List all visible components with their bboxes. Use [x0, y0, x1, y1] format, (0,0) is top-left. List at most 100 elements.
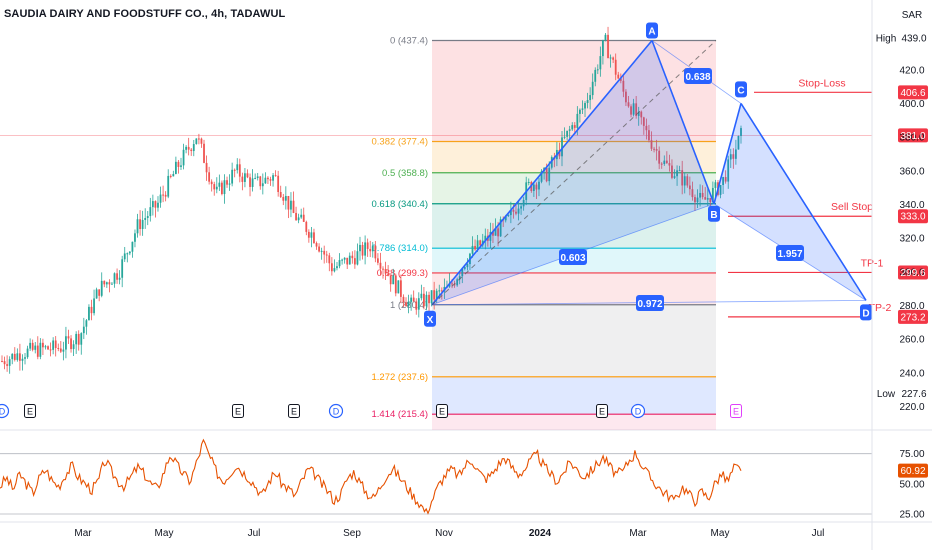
- candle-body: [691, 189, 694, 198]
- candle-body: [448, 283, 451, 287]
- candle-body: [706, 198, 709, 200]
- dividend-marker[interactable]: D: [0, 407, 6, 417]
- candle-body: [338, 260, 341, 267]
- candle-body: [405, 302, 407, 307]
- candle-body: [686, 176, 689, 186]
- candle-body: [323, 250, 326, 255]
- candle-body: [336, 266, 338, 269]
- candle-body: [159, 194, 162, 203]
- price-tag-value: 299.6: [900, 268, 925, 279]
- earnings-marker[interactable]: E: [235, 407, 241, 417]
- candle-body: [645, 125, 648, 131]
- candle-body: [571, 125, 574, 130]
- candle-body: [665, 160, 668, 164]
- candle-body: [139, 219, 141, 229]
- candle-body: [310, 232, 313, 238]
- point-label-d-bg: [860, 304, 872, 321]
- earnings-marker-bg[interactable]: [596, 404, 608, 418]
- candle-body: [54, 340, 57, 348]
- candle-body: [90, 306, 93, 314]
- candle-body: [461, 268, 464, 277]
- fib-band: [432, 40, 716, 142]
- earnings-marker[interactable]: E: [291, 407, 297, 417]
- earnings-marker[interactable]: E: [599, 407, 605, 417]
- dividend-marker-bg[interactable]: [630, 403, 646, 419]
- candle-body: [356, 251, 359, 265]
- candle-body: [535, 184, 538, 190]
- candle-body: [249, 177, 251, 187]
- price-tag-bg: [898, 128, 928, 143]
- candle-body: [269, 179, 272, 181]
- candle-body: [545, 167, 548, 182]
- dividend-marker-bg[interactable]: [0, 403, 10, 419]
- candle-body: [584, 103, 586, 109]
- dividend-marker-bg[interactable]: [328, 403, 344, 419]
- price-tag-bg: [898, 209, 928, 224]
- candle-body: [42, 342, 44, 348]
- rsi-tick-label: 25.00: [899, 509, 924, 520]
- candle-body: [118, 277, 121, 280]
- earnings-marker-bg[interactable]: [436, 404, 448, 418]
- earnings-marker-bg[interactable]: [24, 404, 36, 418]
- candle-body: [456, 279, 459, 286]
- dividend-marker[interactable]: D: [333, 407, 340, 417]
- candle-body: [655, 149, 658, 151]
- candle-body: [484, 235, 487, 241]
- candle-body: [415, 301, 418, 310]
- earnings-marker-bg[interactable]: [730, 404, 742, 418]
- candle-body: [149, 207, 152, 217]
- earnings-marker-bg[interactable]: [288, 404, 300, 418]
- candle-body: [98, 289, 101, 296]
- candle-body: [497, 228, 499, 237]
- candle-body: [417, 298, 420, 310]
- candle-body: [678, 170, 681, 172]
- candle-body: [330, 263, 333, 272]
- rsi-tick-label: 75.00: [899, 449, 924, 460]
- candle-body: [67, 336, 70, 339]
- low-label: Low: [877, 389, 896, 400]
- candle-body: [62, 349, 65, 352]
- candle-body: [164, 194, 167, 197]
- candle-body: [251, 178, 254, 187]
- candle-body: [694, 197, 696, 203]
- candle-body: [8, 359, 11, 366]
- candle-body: [320, 250, 323, 252]
- fib-band: [432, 304, 716, 377]
- candle-body: [1, 360, 3, 362]
- candle-body: [279, 192, 282, 198]
- candle-body: [568, 129, 571, 131]
- earnings-marker[interactable]: E: [439, 407, 445, 417]
- candle-body: [169, 175, 172, 177]
- dividend-marker[interactable]: D: [635, 407, 642, 417]
- candle-body: [313, 232, 315, 244]
- candle-body: [77, 333, 80, 345]
- candle-body: [134, 233, 136, 242]
- earnings-marker[interactable]: E: [27, 407, 33, 417]
- candle-body: [515, 211, 517, 214]
- fib-band: [432, 172, 716, 204]
- candle-body: [402, 296, 405, 303]
- candle-body: [561, 137, 563, 157]
- point-label-c: C: [737, 85, 744, 96]
- earnings-marker-bg[interactable]: [232, 404, 244, 418]
- candle-body: [187, 146, 190, 150]
- low-value: 227.6: [901, 389, 926, 400]
- fib-level-label: 0.382 (377.4): [371, 136, 428, 147]
- earnings-marker[interactable]: E: [733, 407, 739, 417]
- candle-body: [318, 246, 320, 252]
- candle-body: [11, 353, 14, 360]
- candle-body: [261, 183, 264, 187]
- candle-body: [264, 177, 267, 184]
- candle-body: [389, 275, 392, 285]
- candle-body: [538, 181, 540, 190]
- candle-body: [507, 215, 510, 217]
- candle-body: [88, 306, 90, 321]
- candle-body: [594, 69, 597, 82]
- candle-body: [218, 182, 221, 187]
- candle-body: [277, 175, 280, 193]
- candle-body: [658, 150, 661, 164]
- candle-body: [267, 177, 269, 180]
- candle-body: [16, 353, 19, 360]
- candle-body: [126, 253, 129, 255]
